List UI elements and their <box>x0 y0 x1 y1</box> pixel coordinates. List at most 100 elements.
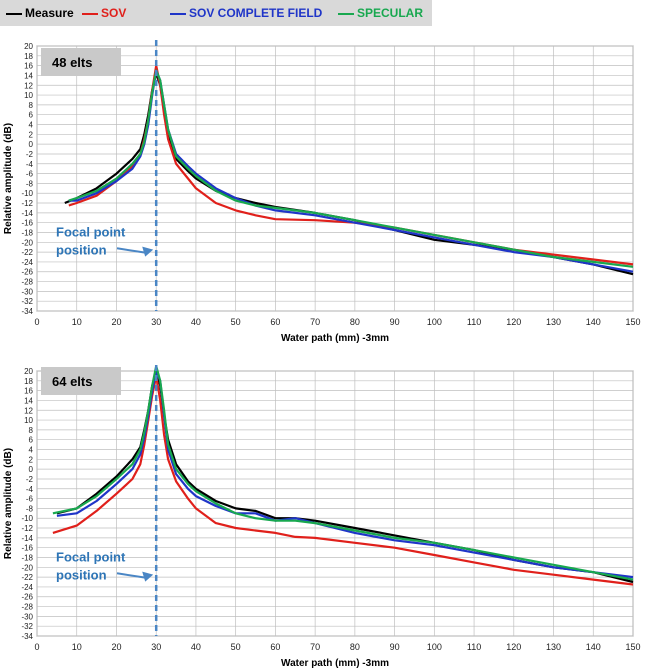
y-tick-label: -34 <box>21 307 33 316</box>
y-tick-label: -4 <box>26 160 34 169</box>
x-tick-label: 30 <box>151 642 161 652</box>
plot-area <box>36 370 634 637</box>
y-tick-label: 14 <box>24 396 33 405</box>
legend-swatch-specular <box>338 12 354 15</box>
y-tick-label: 12 <box>24 406 33 415</box>
x-tick-label: 10 <box>72 317 82 327</box>
y-tick-label: -2 <box>26 150 34 159</box>
y-tick-label: -24 <box>21 258 33 267</box>
panel-label: 64 elts <box>52 374 92 389</box>
y-tick-label: 18 <box>24 377 33 386</box>
y-tick-label: 2 <box>29 455 34 464</box>
legend-swatch-sov <box>82 12 98 15</box>
series-line-specular <box>68 69 634 268</box>
y-tick-label: -24 <box>21 583 33 592</box>
y-tick-label: -28 <box>21 603 33 612</box>
y-tick-label: -18 <box>21 553 33 562</box>
x-tick-label: 110 <box>467 317 481 327</box>
x-tick-label: 20 <box>111 317 121 327</box>
x-tick-label: 90 <box>390 317 400 327</box>
x-axis-title: Water path (mm) -3mm <box>281 333 389 344</box>
y-tick-label: 4 <box>29 121 34 130</box>
legend-label-sov-complete-field: SOV COMPLETE FIELD <box>189 6 323 20</box>
legend-item-specular[interactable]: SPECULAR <box>338 6 423 20</box>
x-tick-label: 30 <box>151 317 161 327</box>
y-tick-label: 16 <box>24 62 33 71</box>
x-tick-label: 50 <box>231 317 241 327</box>
y-tick-label: 8 <box>29 426 34 435</box>
annotation-arrow-shaft <box>116 247 146 254</box>
y-tick-label: -28 <box>21 278 33 287</box>
y-tick-label: -8 <box>26 179 34 188</box>
y-tick-label: 6 <box>29 111 34 120</box>
y-tick-label: 10 <box>24 416 33 425</box>
x-tick-label: 100 <box>427 317 442 327</box>
y-tick-label: -14 <box>21 209 33 218</box>
y-axis-title: Relative amplitude (dB) <box>3 123 14 234</box>
chart-panel-2: -34-32-30-28-26-24-22-20-18-16-14-12-10-… <box>3 365 641 669</box>
x-tick-label: 60 <box>270 642 280 652</box>
y-tick-label: -18 <box>21 228 33 237</box>
x-tick-label: 0 <box>34 317 39 327</box>
y-tick-label: -12 <box>21 524 33 533</box>
y-tick-label: -12 <box>21 199 33 208</box>
legend-label-measure: Measure <box>25 6 74 20</box>
panel-label-box <box>41 367 121 395</box>
y-tick-label: -8 <box>26 504 34 513</box>
x-tick-label: 80 <box>350 317 360 327</box>
y-tick-label: -16 <box>21 219 33 228</box>
y-tick-label: 20 <box>24 42 33 51</box>
y-tick-label: -30 <box>21 287 33 296</box>
legend-item-sov-complete-field[interactable]: SOV COMPLETE FIELD <box>170 6 322 20</box>
y-tick-label: -6 <box>26 170 34 179</box>
y-tick-label: -10 <box>21 514 33 523</box>
annotation-line2: position <box>56 242 107 257</box>
series-line-measure <box>64 71 634 276</box>
y-tick-label: 0 <box>29 465 34 474</box>
y-tick-label: 2 <box>29 130 34 139</box>
y-tick-label: 4 <box>29 446 34 455</box>
chart-panel-1: -34-32-30-28-26-24-22-20-18-16-14-12-10-… <box>3 40 641 344</box>
x-tick-label: 20 <box>111 642 121 652</box>
y-tick-label: -2 <box>26 475 34 484</box>
y-tick-label: -32 <box>21 297 33 306</box>
x-axis-title: Water path (mm) -3mm <box>281 658 389 669</box>
x-tick-label: 50 <box>231 642 241 652</box>
y-tick-label: 20 <box>24 367 33 376</box>
series-line-sov <box>52 374 634 586</box>
x-tick-label: 150 <box>625 317 640 327</box>
x-tick-label: 140 <box>586 317 601 327</box>
y-axis-title: Relative amplitude (dB) <box>3 448 14 559</box>
x-tick-label: 70 <box>310 642 320 652</box>
y-tick-label: 14 <box>24 71 33 80</box>
x-tick-label: 120 <box>506 317 521 327</box>
series-line-sov-complete-field <box>56 369 634 579</box>
y-tick-label: -26 <box>21 268 33 277</box>
legend: Measure SOV SOV COMPLETE FIELD SPECULAR <box>0 0 432 26</box>
x-tick-label: 40 <box>191 642 201 652</box>
y-tick-label: 18 <box>24 52 33 61</box>
x-tick-label: 60 <box>270 317 280 327</box>
x-tick-label: 90 <box>390 642 400 652</box>
y-tick-label: -14 <box>21 534 33 543</box>
x-tick-label: 130 <box>546 317 561 327</box>
legend-item-measure[interactable]: Measure <box>6 6 74 20</box>
y-tick-label: 10 <box>24 91 33 100</box>
y-tick-label: -22 <box>21 248 33 257</box>
legend-item-sov[interactable]: SOV <box>82 6 126 20</box>
series-line-specular <box>52 365 634 581</box>
y-tick-label: -34 <box>21 632 33 641</box>
legend-label-sov: SOV <box>101 6 127 20</box>
x-tick-label: 100 <box>427 642 442 652</box>
y-tick-label: -26 <box>21 593 33 602</box>
series-line-sov-complete-field <box>68 69 634 273</box>
y-tick-label: -16 <box>21 544 33 553</box>
x-tick-label: 70 <box>310 317 320 327</box>
y-tick-label: 16 <box>24 387 33 396</box>
annotation-line1: Focal point <box>56 549 126 564</box>
annotation-line1: Focal point <box>56 224 126 239</box>
legend-swatch-sov-complete-field <box>170 12 186 15</box>
y-tick-label: -4 <box>26 485 34 494</box>
y-tick-label: -20 <box>21 238 33 247</box>
